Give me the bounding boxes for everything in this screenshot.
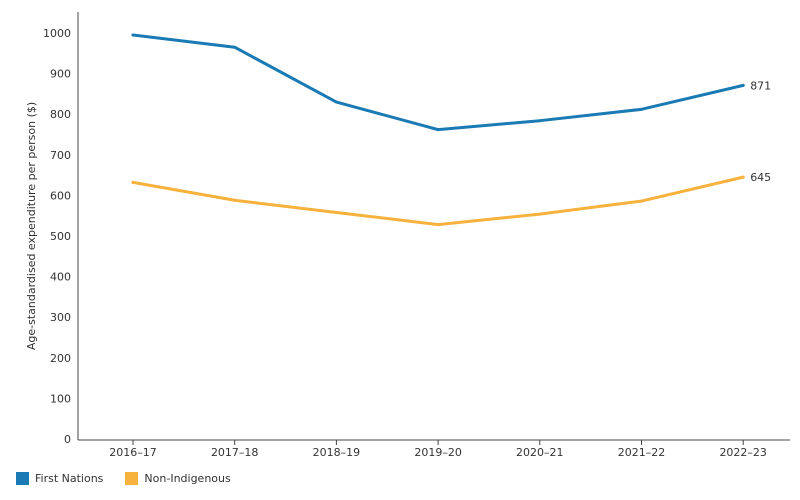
y-tick-label: 400 — [50, 271, 71, 284]
legend-label-first-nations: First Nations — [35, 472, 104, 485]
data-point-non-indigenous — [741, 175, 745, 179]
y-tick-label: 1000 — [43, 27, 71, 40]
x-tick-label: 2016–17 — [109, 446, 157, 459]
legend-item-first-nations[interactable]: First Nations — [16, 472, 103, 485]
y-tick-label: 800 — [50, 108, 71, 121]
x-tick-label: 2017–18 — [211, 446, 259, 459]
x-tick-label: 2022–23 — [719, 446, 767, 459]
legend-swatch-first-nations — [16, 472, 29, 485]
data-point-non-indigenous — [334, 210, 338, 214]
x-tick-label: 2019–20 — [414, 446, 462, 459]
data-point-non-indigenous — [538, 212, 542, 216]
data-point-non-indigenous — [233, 198, 237, 202]
y-tick-label: 900 — [50, 68, 71, 81]
data-point-non-indigenous — [640, 199, 643, 203]
end-label-first-nations: 871 — [750, 79, 771, 92]
data-point-first-nations — [334, 100, 338, 104]
data-point-first-nations — [131, 33, 135, 37]
y-tick-label: 600 — [50, 189, 71, 202]
line-chart: 0 100 200 300 400 500 600 700 800 900 1000 2016–17… — [25, 12, 790, 459]
y-axis-label: Age-standardised expenditure per person … — [25, 102, 38, 350]
data-point-non-indigenous — [131, 180, 135, 184]
y-tick-label: 200 — [50, 352, 71, 365]
y-tick-label: 100 — [50, 392, 71, 405]
legend-swatch-non-indigenous — [125, 472, 139, 485]
x-tick-label: 2020–21 — [516, 446, 564, 459]
y-tick-label: 700 — [50, 149, 71, 162]
legend: First Nations Non-Indigenous — [16, 472, 231, 485]
y-tick-label: 500 — [50, 230, 71, 243]
y-tick-label: 300 — [50, 311, 71, 324]
y-tick-label: 0 — [64, 433, 71, 446]
series-line-non-indigenous — [131, 175, 745, 227]
series-line-first-nations — [131, 33, 745, 132]
legend-label-non-indigenous: Non-Indigenous — [144, 472, 231, 485]
end-label-non-indigenous: 645 — [750, 171, 771, 184]
data-point-first-nations — [741, 83, 745, 87]
legend-item-non-indigenous[interactable]: Non-Indigenous — [125, 472, 231, 485]
chart-axes — [77, 12, 790, 441]
y-tick-labels: 0 100 200 300 400 500 600 700 800 900 1000 — [43, 27, 71, 446]
series-lines: 871 645 — [131, 33, 771, 227]
data-point-first-nations — [538, 119, 542, 123]
data-point-first-nations — [436, 128, 440, 132]
data-point-non-indigenous — [436, 223, 440, 227]
data-point-first-nations — [233, 45, 237, 49]
x-tick-label: 2018–19 — [313, 446, 361, 459]
data-point-first-nations — [640, 107, 643, 111]
x-tick-label: 2021–22 — [618, 446, 666, 459]
x-tick-labels: 2016–17 2017–18 2018–19 2019–20 2020–21 2021–… — [109, 440, 767, 459]
